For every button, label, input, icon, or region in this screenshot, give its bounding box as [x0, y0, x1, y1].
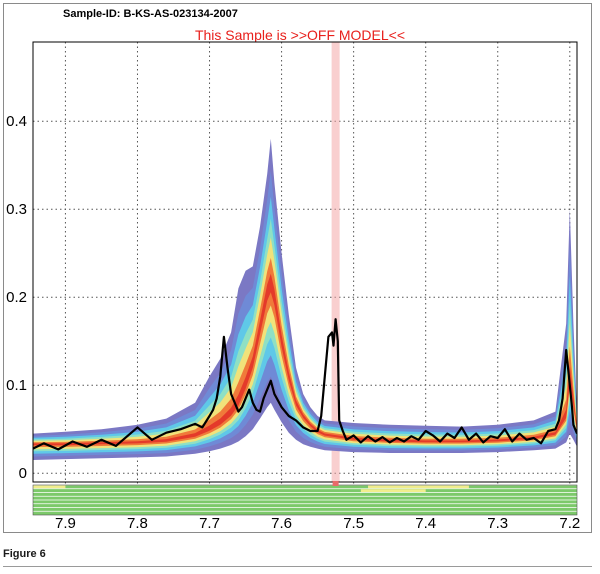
- y-tick-label: 0.1: [6, 377, 27, 394]
- sample-line: [33, 318, 577, 451]
- x-tick-label: 7.6: [271, 515, 292, 532]
- highlight-layer: [331, 42, 340, 482]
- status-strip: [32, 481, 578, 516]
- y-tick-label: 0.3: [6, 201, 27, 218]
- x-tick-label: 7.3: [487, 515, 508, 532]
- x-tick-label: 7.7: [199, 515, 220, 532]
- model-band: [33, 138, 577, 461]
- y-tick-label: 0: [19, 465, 27, 482]
- caption-divider: [3, 566, 592, 567]
- sample-line-layer: [33, 318, 577, 451]
- strip-border: [32, 484, 578, 516]
- strip-yellow-segment: [368, 485, 469, 489]
- x-tick-label: 7.9: [55, 515, 76, 532]
- band-layer-2: [33, 170, 577, 457]
- x-tick-label: 7.4: [415, 515, 436, 532]
- figure-caption: Figure 6: [3, 548, 46, 560]
- x-tick-label: 7.8: [127, 515, 148, 532]
- y-tick-label: 0.2: [6, 289, 27, 306]
- chart-subtitle: This Sample is >>OFF MODEL<<: [195, 27, 405, 43]
- x-axis-ticks: 7.9 7.8 7.7 7.6 7.5 7.4 7.3 7.2: [55, 515, 580, 532]
- strip-yellow-segment: [33, 485, 66, 489]
- highlight-band: [331, 42, 340, 482]
- y-axis-ticks: 0 0.1 0.2 0.3 0.4: [6, 113, 27, 482]
- x-tick-label: 7.2: [559, 515, 580, 532]
- highlight-marker: [332, 481, 339, 486]
- figure-frame: [3, 3, 592, 533]
- plot-border: [32, 41, 578, 483]
- strip-yellow-segment: [360, 489, 426, 492]
- nmr-chart: Sample-ID: B-KS-AS-023134-2007 This Samp…: [6, 8, 580, 532]
- y-tick-label: 0.4: [6, 113, 27, 130]
- x-tick-label: 7.5: [343, 515, 364, 532]
- chart-title: Sample-ID: B-KS-AS-023134-2007: [63, 8, 238, 20]
